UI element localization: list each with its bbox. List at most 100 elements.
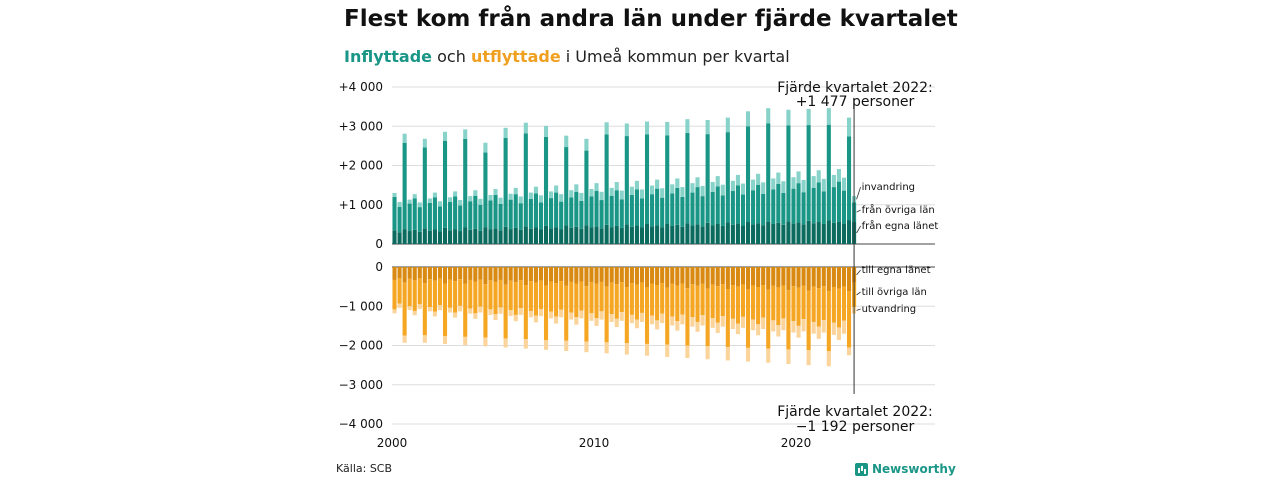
- bar-in-segment: [604, 134, 609, 225]
- bar-out-segment: [543, 267, 549, 286]
- bar-in-segment: [725, 132, 730, 223]
- bar-in-segment: [589, 189, 594, 197]
- bar-in-segment: [478, 198, 483, 205]
- bar-in-segment: [791, 188, 796, 224]
- bar-out-segment: [407, 306, 412, 311]
- bar-in-segment: [538, 195, 544, 203]
- bar-in-segment: [806, 220, 811, 244]
- bar-in-segment: [427, 202, 432, 231]
- bar-out-segment: [432, 267, 437, 281]
- bar-in-segment: [619, 199, 624, 228]
- bar-in-segment: [629, 186, 634, 195]
- bar-in-segment: [533, 227, 538, 244]
- bar-in-segment: [448, 197, 453, 203]
- bar-in-segment: [432, 229, 437, 244]
- bar-out-segment: [554, 316, 559, 324]
- bar-in-segment: [437, 231, 443, 244]
- bar-out-segment: [771, 285, 776, 321]
- bar-out-segment: [448, 267, 453, 280]
- bar-out-segment: [786, 349, 791, 364]
- bar-out-segment: [488, 309, 493, 315]
- bar-out-segment: [675, 285, 680, 322]
- bar-in-segment: [412, 194, 417, 199]
- bar-out-segment: [599, 311, 604, 320]
- bar-out-segment: [437, 278, 443, 306]
- bar-out-segment: [766, 348, 771, 363]
- subtitle-inflyttade: Inflyttade: [344, 47, 433, 66]
- bar-in-segment: [458, 200, 463, 206]
- y-tick-top: +4 000: [339, 80, 383, 94]
- bar-in-segment: [745, 222, 751, 244]
- bar-out-segment: [841, 286, 847, 321]
- bar-out-segment: [786, 267, 791, 291]
- bar-in-segment: [407, 203, 412, 232]
- bar-in-segment: [796, 183, 801, 223]
- bar-out-segment: [695, 267, 700, 286]
- bar-in-segment: [402, 142, 407, 230]
- bar-in-segment: [468, 201, 473, 230]
- bar-out-segment: [468, 308, 473, 314]
- x-tick: 2010: [579, 436, 610, 450]
- bar-in-segment: [488, 194, 493, 201]
- newsworthy-logo: Newsworthy: [855, 462, 956, 476]
- bar-out-segment: [670, 283, 675, 317]
- bar-out-segment: [483, 267, 488, 285]
- bar-out-segment: [816, 267, 821, 289]
- bar-out-segment: [579, 281, 584, 311]
- bar-in-segment: [624, 224, 629, 244]
- bar-out-segment: [599, 267, 604, 282]
- bar-in-segment: [498, 203, 503, 231]
- bar-in-segment: [710, 191, 715, 226]
- bar-in-segment: [751, 179, 756, 191]
- bar-in-segment: [725, 117, 730, 133]
- bar-out-segment: [407, 267, 412, 279]
- bar-in-segment: [463, 129, 468, 139]
- bar-in-segment: [816, 170, 821, 183]
- bar-in-segment: [715, 186, 720, 224]
- bar-out-segment: [432, 280, 437, 312]
- bar-out-segment: [801, 319, 806, 332]
- bar-out-segment: [766, 289, 771, 349]
- bar-in-segment: [715, 176, 720, 187]
- bar-in-segment: [569, 190, 574, 198]
- bar-in-segment: [397, 206, 402, 233]
- bar-out-segment: [826, 267, 831, 291]
- bar-in-segment: [781, 181, 786, 193]
- bar-out-segment: [796, 287, 801, 326]
- bar-out-segment: [650, 283, 655, 316]
- bar-out-segment: [412, 267, 417, 281]
- bar-in-segment: [614, 225, 619, 244]
- bar-out-segment: [564, 285, 569, 341]
- bar-out-segment: [730, 318, 735, 330]
- bar-in-segment: [453, 196, 458, 230]
- subtitle-rest: i Umeå kommun per kvartal: [560, 47, 790, 66]
- bar-out-segment: [549, 311, 554, 319]
- bar-out-segment: [589, 313, 594, 321]
- bar-out-segment: [675, 267, 680, 286]
- bar-out-segment: [498, 279, 503, 308]
- x-tick: 2000: [377, 436, 408, 450]
- bar-out-segment: [639, 312, 645, 322]
- bar-in-segment: [639, 189, 645, 199]
- bar-in-segment: [846, 220, 852, 244]
- bar-in-segment: [599, 228, 604, 244]
- bar-in-segment: [554, 185, 559, 193]
- bar-in-segment: [453, 191, 458, 197]
- bar-out-segment: [549, 281, 554, 312]
- bar-in-segment: [584, 150, 589, 226]
- bar-in-segment: [463, 227, 468, 244]
- bar-out-segment: [821, 286, 826, 320]
- bar-in-segment: [740, 225, 746, 244]
- bar-in-segment: [498, 230, 503, 244]
- bar-out-segment: [705, 267, 710, 289]
- bar-out-segment: [705, 288, 710, 347]
- bar-out-segment: [463, 267, 468, 284]
- bar-out-segment: [483, 337, 488, 347]
- bar-in-segment: [735, 223, 740, 244]
- bar-in-segment: [594, 191, 599, 227]
- bar-in-segment: [650, 226, 655, 244]
- bar-out-segment: [538, 308, 544, 317]
- bar-in-segment: [564, 225, 569, 244]
- bar-in-segment: [836, 221, 841, 244]
- bar-out-segment: [796, 267, 801, 288]
